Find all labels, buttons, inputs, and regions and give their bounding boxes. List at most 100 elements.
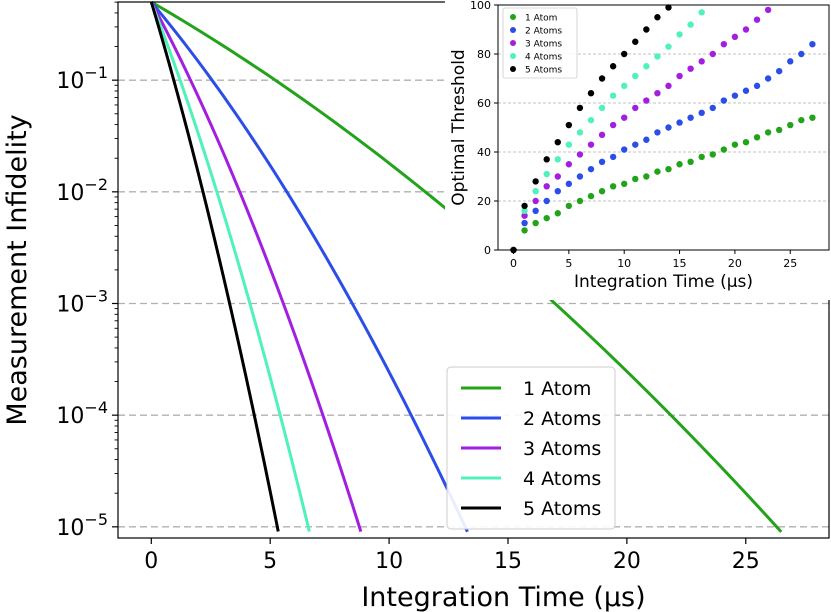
- point-1-6: [576, 197, 584, 205]
- tick-exponent: −2: [84, 175, 108, 194]
- point-1-4: [554, 210, 561, 217]
- point-3-18: [709, 50, 716, 58]
- main-x-tick-label: 20: [613, 549, 641, 574]
- inset-legend-marker-4: [510, 53, 516, 59]
- inset-legend-label-3: 3 Atoms: [525, 40, 562, 50]
- inset-y-tick-label: 80: [477, 48, 491, 61]
- point-1-11: [632, 175, 639, 183]
- point-1-16: [687, 158, 694, 165]
- point-1-9: [609, 183, 617, 190]
- point-2-1: [521, 219, 528, 227]
- inset-y-tick-label: 0: [484, 244, 491, 257]
- point-3-3: [543, 183, 550, 190]
- point-2-15: [676, 119, 683, 126]
- main-legend: 1 Atom 2 Atoms 3 Atoms 4 Atoms 5 Atoms: [446, 366, 616, 530]
- inset-legend-label-1: 1 Atom: [525, 14, 557, 24]
- inset-x-tick-label: 20: [728, 257, 742, 270]
- point-5-12: [643, 26, 650, 33]
- tick-base: 10: [56, 69, 84, 94]
- point-5-11: [632, 38, 639, 45]
- point-4-13: [654, 53, 661, 60]
- point-1-19: [720, 146, 728, 153]
- point-2-3: [543, 197, 550, 205]
- point-2-7: [587, 165, 595, 173]
- point-5-8: [598, 75, 606, 82]
- main-y-tick-label: 10−5: [56, 510, 108, 541]
- inset-legend-marker-3: [510, 40, 516, 46]
- inset-legend-box: [502, 7, 578, 79]
- inset-axes-frame: [497, 4, 830, 251]
- point-2-17: [698, 109, 705, 117]
- point-1-26: [798, 116, 805, 124]
- point-3-12: [643, 97, 650, 104]
- point-4-5: [565, 141, 573, 148]
- inset-legend-marker-1: [510, 14, 516, 20]
- tick-base: 10: [56, 293, 84, 318]
- inset-legend-marker-2: [510, 27, 516, 33]
- point-2-13: [654, 129, 661, 136]
- point-2-4: [554, 188, 561, 195]
- point-3-14: [665, 82, 672, 90]
- point-5-9: [609, 63, 617, 70]
- point-3-11: [632, 104, 639, 112]
- tick-base: 10: [56, 516, 84, 541]
- point-4-4: [554, 156, 561, 163]
- point-3-16: [687, 65, 694, 72]
- point-2-22: [753, 82, 761, 90]
- point-5-2: [532, 178, 539, 185]
- legend-label-3: 3 Atoms: [523, 438, 601, 460]
- point-4-7: [587, 116, 595, 124]
- main-x-tick-label: 15: [494, 549, 522, 574]
- series-line-4: [149, 1, 311, 532]
- point-1-8: [598, 188, 606, 195]
- main-x-tick-label: 0: [144, 549, 158, 574]
- series-line-3: [149, 1, 363, 533]
- point-5-5: [565, 121, 573, 129]
- point-2-25: [787, 58, 794, 65]
- point-3-17: [698, 58, 705, 65]
- point-4-6: [576, 129, 584, 136]
- legend-label-4: 4 Atoms: [523, 468, 601, 490]
- point-3-7: [587, 141, 595, 148]
- main-x-tick-label: 10: [375, 549, 403, 574]
- legend-label-1: 1 Atom: [523, 378, 591, 400]
- point-1-22: [753, 134, 761, 141]
- point-1-10: [621, 180, 628, 188]
- tick-base: 10: [56, 181, 84, 206]
- point-3-5: [565, 161, 573, 168]
- point-1-13: [654, 168, 661, 175]
- point-1-25: [787, 121, 794, 129]
- point-4-1: [521, 207, 528, 214]
- point-5-10: [621, 50, 628, 58]
- point-2-6: [576, 173, 584, 180]
- point-2-16: [687, 114, 694, 121]
- point-5-14: [665, 4, 672, 11]
- inset-y-tick-label: 60: [477, 97, 491, 110]
- point-3-2: [532, 197, 539, 205]
- inset-x-axis-label: Integration Time (μs): [574, 272, 753, 292]
- point-1-7: [587, 192, 595, 200]
- inset-x-tick-label: 0: [510, 257, 517, 270]
- main-y-tick-label: 10−4: [56, 398, 108, 429]
- point-2-11: [632, 141, 639, 148]
- point-4-11: [632, 72, 639, 80]
- point-1-21: [742, 139, 750, 146]
- point-1-27: [809, 114, 816, 121]
- main-y-tick-label: 10−3: [56, 287, 108, 318]
- point-4-16: [687, 21, 694, 28]
- point-1-15: [676, 161, 683, 168]
- tick-exponent: −4: [84, 398, 108, 417]
- point-2-12: [643, 136, 650, 143]
- point-1-18: [709, 151, 716, 158]
- point-4-2: [532, 188, 539, 195]
- point-4-3: [543, 170, 550, 178]
- point-2-20: [731, 92, 739, 99]
- main-y-tick-label: 10−2: [56, 175, 108, 206]
- inset-x-tick-label: 5: [565, 257, 572, 270]
- inset-legend: 1 Atom 2 Atoms 3 Atoms 4 Atoms 5 Atoms: [502, 7, 578, 79]
- inset-legend-label-2: 2 Atoms: [525, 27, 562, 37]
- point-1-20: [731, 141, 739, 148]
- legend-label-2: 2 Atoms: [523, 408, 601, 430]
- point-4-10: [621, 82, 628, 90]
